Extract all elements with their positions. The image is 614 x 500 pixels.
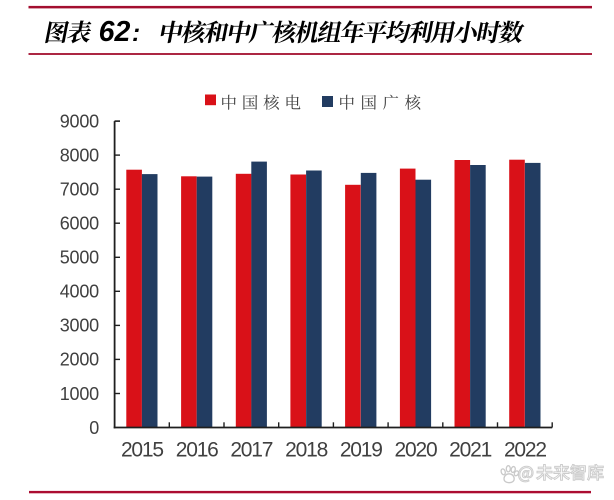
svg-text:2018: 2018: [285, 439, 327, 462]
svg-text:4000: 4000: [60, 282, 99, 302]
svg-text:2000: 2000: [60, 350, 99, 370]
svg-text:2019: 2019: [340, 439, 382, 462]
svg-text:0: 0: [89, 418, 99, 438]
svg-text:8000: 8000: [60, 145, 99, 165]
svg-text:2015: 2015: [121, 439, 163, 462]
svg-text:9000: 9000: [60, 111, 99, 131]
svg-text:62: 62: [99, 16, 131, 48]
svg-text:2016: 2016: [176, 439, 218, 462]
svg-text:3000: 3000: [60, 316, 99, 336]
svg-text:5000: 5000: [60, 248, 99, 268]
svg-text:2021: 2021: [449, 439, 491, 462]
svg-text:2017: 2017: [230, 439, 272, 462]
svg-text:6000: 6000: [60, 214, 99, 234]
svg-text:2020: 2020: [395, 439, 437, 462]
svg-text::: :: [132, 20, 140, 47]
svg-text:1000: 1000: [60, 384, 99, 404]
svg-text:7000: 7000: [60, 180, 99, 200]
svg-text:2022: 2022: [504, 439, 546, 462]
